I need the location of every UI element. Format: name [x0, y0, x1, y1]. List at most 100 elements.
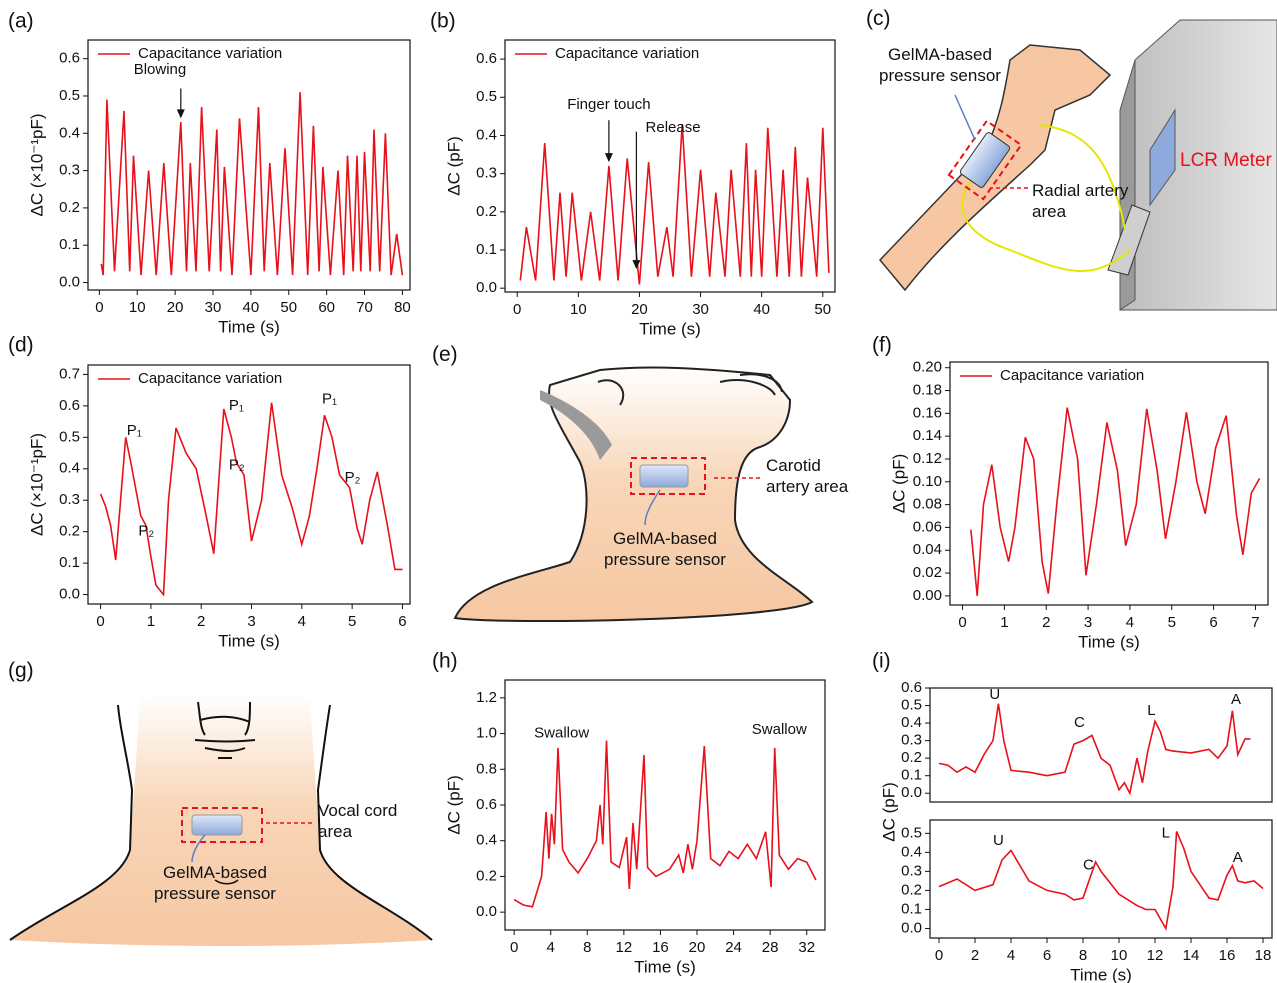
legend-label: Capacitance variation: [1000, 367, 1144, 384]
y-tick-label: 0.6: [59, 397, 80, 414]
y-tick-label: 0.0: [901, 784, 922, 801]
annotation: P₂: [229, 457, 245, 474]
y-axis-label: ΔC (×10⁻¹pF): [27, 114, 46, 217]
x-tick-label: 40: [753, 301, 770, 318]
annotation: P₂: [138, 523, 154, 540]
y-tick-label: 0.0: [476, 279, 497, 296]
data-line: [519, 123, 830, 285]
y-tick-label: 0.08: [913, 496, 942, 513]
x-tick-label: 3: [1084, 614, 1092, 631]
y-tick-label: 0.3: [59, 162, 80, 179]
x-tick-label: 10: [129, 299, 146, 316]
x-tick-label: 32: [798, 939, 815, 956]
y-tick-label: 0.5: [59, 87, 80, 104]
annotation: Release: [646, 119, 701, 136]
annotation-arrowhead: [176, 109, 185, 119]
y-axis-label: ΔC (pF): [889, 454, 908, 514]
y-tick-label: 0.5: [901, 824, 922, 841]
y-tick-label: 0.00: [913, 587, 942, 604]
x-tick-label: 40: [243, 299, 260, 316]
x-tick-label: 16: [652, 939, 669, 956]
x-axis-label: Time (s): [218, 317, 280, 336]
diagram-label: Vocal cord area: [318, 801, 398, 841]
x-tick-label: 0: [96, 613, 104, 630]
y-tick-label: 0.3: [901, 732, 922, 749]
y-tick-label: 0.1: [59, 236, 80, 253]
y-tick-label: 0.04: [913, 541, 942, 558]
y-tick-label: 0.5: [59, 428, 80, 445]
wrist-diagram: [878, 19, 1277, 311]
annotation: P₁: [127, 422, 142, 439]
y-tick-label: 0.16: [913, 404, 942, 421]
plot-frame: [929, 819, 1273, 939]
x-tick-label: 20: [689, 939, 706, 956]
annotation: U: [993, 832, 1004, 849]
x-tick-label: 10: [570, 301, 587, 318]
y-tick-label: 0.4: [476, 832, 497, 849]
panel-label: (f): [872, 334, 892, 357]
annotation-arrowhead: [604, 153, 613, 163]
neck-side-diagram: [453, 366, 814, 623]
x-tick-label: 2: [971, 947, 979, 964]
x-axis-label: Time (s): [1078, 632, 1140, 651]
y-tick-label: 0.4: [476, 126, 497, 143]
annotation-arrowhead: [632, 260, 641, 270]
plot-frame: [949, 361, 1269, 606]
annotation: C: [1074, 714, 1085, 731]
annotation: A: [1233, 849, 1243, 866]
x-tick-label: 0: [513, 301, 521, 318]
y-tick-label: 0.18: [913, 381, 942, 398]
x-tick-label: 2: [197, 613, 205, 630]
y-tick-label: 0.2: [476, 203, 497, 220]
x-axis-label: Time (s): [639, 319, 701, 338]
annotation: L: [1162, 824, 1170, 841]
annotation: Blowing: [134, 61, 187, 78]
diagram-label: Radial artery area: [1032, 181, 1129, 221]
x-tick-label: 18: [1255, 947, 1272, 964]
diagram-label: GelMA-based pressure sensor: [879, 45, 1001, 85]
panel-label: (i): [872, 650, 891, 673]
y-tick-label: 0.8: [476, 760, 497, 777]
y-tick-label: 0.0: [59, 586, 80, 603]
annotation: A: [1231, 691, 1241, 708]
y-tick-label: 0.2: [59, 523, 80, 540]
y-axis-label: ΔC (×10⁻¹pF): [27, 433, 46, 536]
annotation: L: [1147, 702, 1155, 719]
panel-label: (c): [866, 7, 891, 30]
y-tick-label: 0.5: [476, 88, 497, 105]
y-tick-label: 0.14: [913, 427, 942, 444]
y-tick-label: 0.20: [913, 359, 942, 376]
x-tick-label: 0: [510, 939, 518, 956]
y-tick-label: 0.12: [913, 450, 942, 467]
y-tick-label: 0.1: [59, 554, 80, 571]
y-tick-label: 0.4: [901, 843, 922, 860]
x-tick-label: 30: [205, 299, 222, 316]
x-tick-label: 6: [1043, 947, 1051, 964]
y-tick-label: 0.06: [913, 518, 942, 535]
data-line: [970, 407, 1261, 596]
x-tick-label: 80: [394, 299, 411, 316]
x-tick-label: 3: [247, 613, 255, 630]
y-tick-label: 0.4: [59, 460, 80, 477]
x-tick-label: 2: [1042, 614, 1050, 631]
plot-frame: [87, 39, 411, 291]
y-tick-label: 0.2: [59, 199, 80, 216]
annotation: P₁: [229, 397, 244, 414]
x-tick-label: 6: [1209, 614, 1217, 631]
plot-frame: [929, 687, 1273, 803]
x-axis-label: Time (s): [634, 957, 696, 976]
annotation: Finger touch: [567, 96, 650, 113]
x-tick-label: 12: [1147, 947, 1164, 964]
annotation: C: [1083, 857, 1094, 874]
panel-label: (a): [8, 10, 34, 33]
y-tick-label: 1.2: [476, 689, 497, 706]
annotation: Swallow: [752, 721, 807, 738]
x-tick-label: 50: [280, 299, 297, 316]
y-tick-label: 0.6: [59, 50, 80, 67]
x-tick-label: 70: [356, 299, 373, 316]
x-tick-label: 28: [762, 939, 779, 956]
x-tick-label: 8: [583, 939, 591, 956]
y-tick-label: 0.6: [476, 50, 497, 67]
